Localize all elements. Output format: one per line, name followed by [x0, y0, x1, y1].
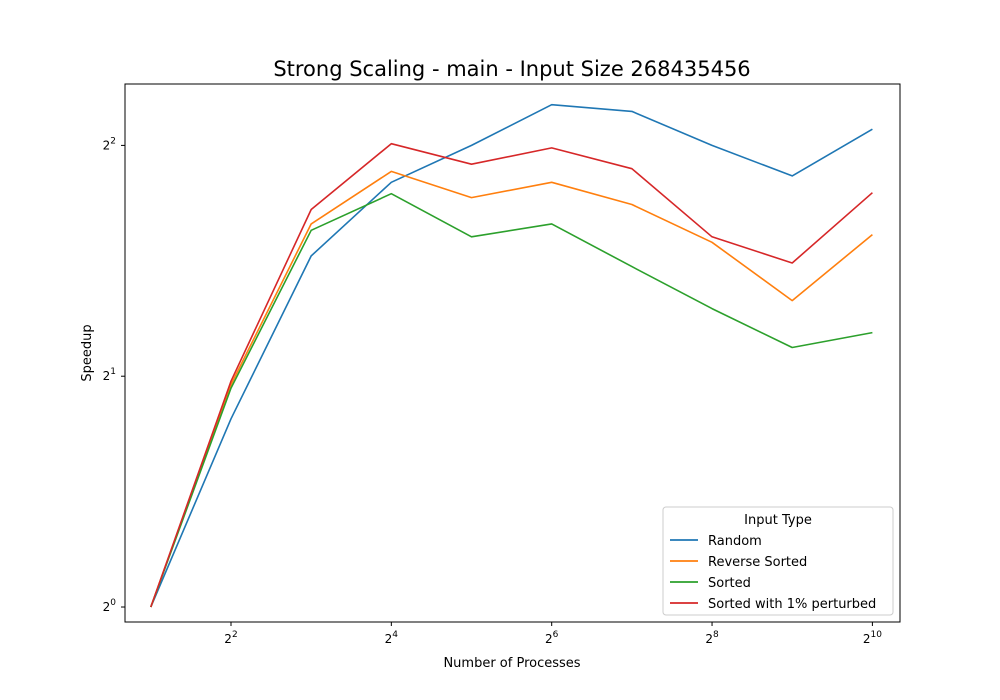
legend-entry: Random — [708, 534, 762, 549]
y-axis-label: Speedup — [80, 324, 95, 381]
series-line-3 — [150, 142, 873, 608]
legend-box — [662, 506, 894, 616]
x-axis-label: Number of Processes — [443, 656, 580, 671]
x-tick-label: 24 — [385, 630, 399, 646]
series-layer — [150, 103, 873, 608]
x-tick-label: 26 — [545, 630, 559, 646]
y-tick-label: 21 — [103, 367, 116, 383]
y-axis-ticks: 20 21 22 — [103, 136, 125, 614]
legend-entry: Sorted — [708, 576, 751, 591]
y-tick-label: 20 — [103, 598, 117, 614]
series-line-0 — [150, 103, 873, 608]
legend-title: Input Type — [744, 513, 812, 528]
legend-entry: Sorted with 1% perturbed — [708, 597, 876, 612]
y-tick-label: 22 — [103, 136, 116, 152]
legend-entry: Reverse Sorted — [708, 555, 807, 570]
x-tick-label: 22 — [224, 630, 237, 646]
x-axis-ticks: 22 24 26 28 210 — [224, 622, 882, 646]
series-line-1 — [150, 170, 873, 608]
plot-area — [124, 83, 901, 623]
x-tick-label: 210 — [863, 630, 882, 646]
legend: Input Type Random Reverse Sorted Sorted Sor… — [662, 506, 894, 616]
series-line-2 — [150, 192, 873, 608]
x-tick-label: 28 — [705, 630, 719, 646]
chart-title: Strong Scaling - main - Input Size 26843… — [273, 57, 750, 81]
